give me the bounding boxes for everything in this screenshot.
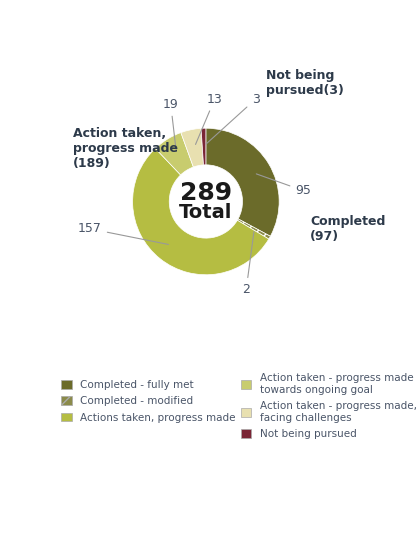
Wedge shape <box>155 133 193 175</box>
Text: Not being
pursued(3): Not being pursued(3) <box>266 69 344 97</box>
Text: 157: 157 <box>78 222 168 245</box>
Text: 95: 95 <box>256 174 311 197</box>
Wedge shape <box>133 148 269 275</box>
Text: 2: 2 <box>242 232 254 296</box>
Wedge shape <box>206 128 279 236</box>
Wedge shape <box>201 128 206 165</box>
Wedge shape <box>238 219 270 239</box>
Wedge shape <box>181 128 203 167</box>
Text: Total: Total <box>179 203 233 222</box>
Text: Completed
(97): Completed (97) <box>310 215 385 243</box>
Text: 13: 13 <box>196 93 223 144</box>
Legend: Completed - fully met, Completed - modified, Actions taken, progress made, Actio: Completed - fully met, Completed - modif… <box>57 369 416 443</box>
Text: 3: 3 <box>206 93 260 144</box>
Text: 289: 289 <box>180 181 232 204</box>
Text: Action taken,
progress made
(189): Action taken, progress made (189) <box>72 127 178 170</box>
Text: 19: 19 <box>163 98 178 151</box>
